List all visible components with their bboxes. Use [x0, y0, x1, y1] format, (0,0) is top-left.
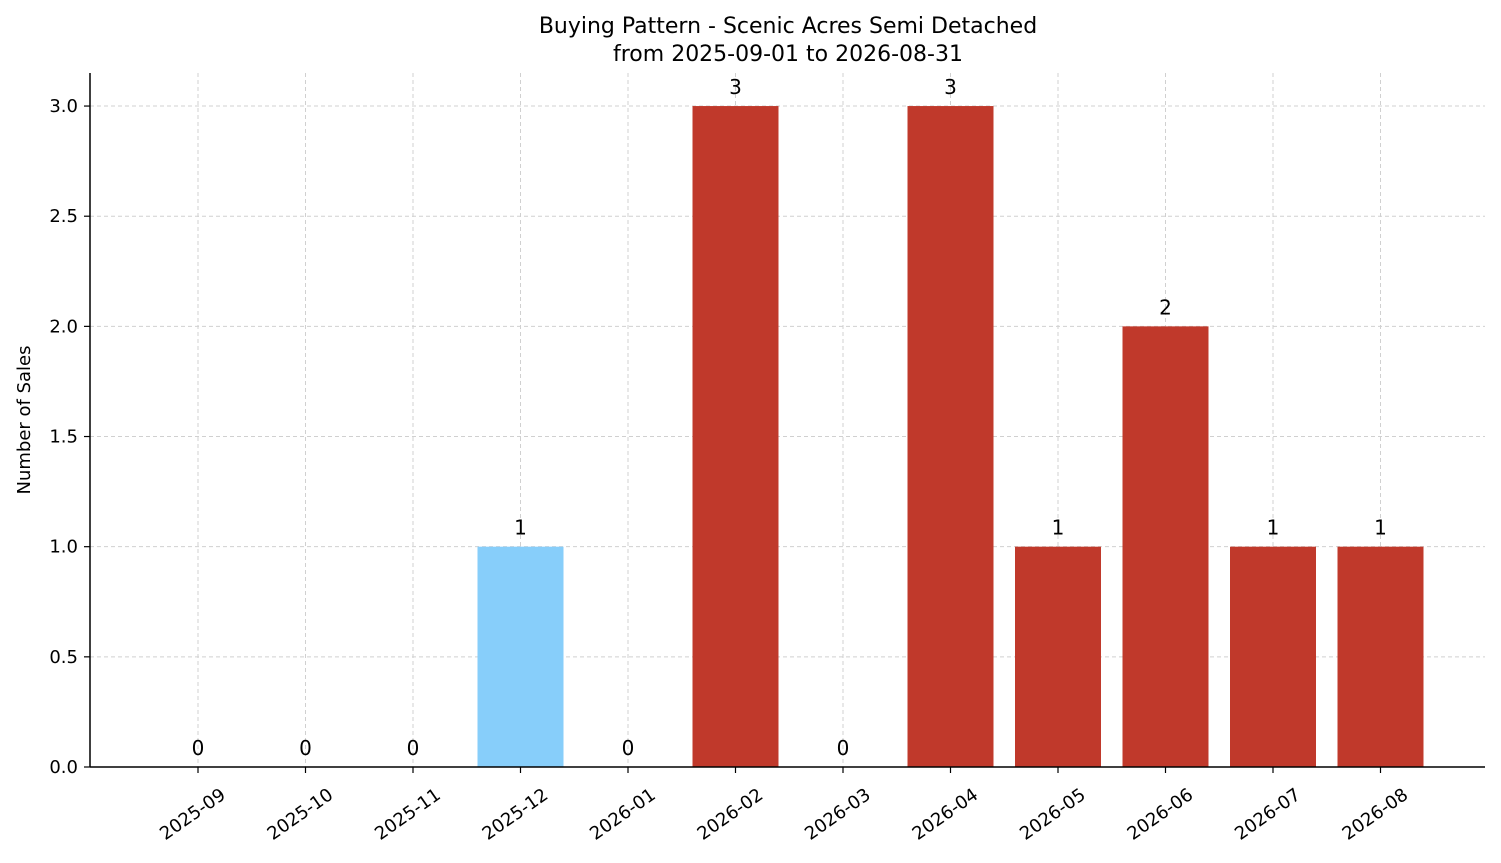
data-label-2026-01: 0	[622, 736, 635, 760]
bars-layer	[477, 106, 1424, 768]
x-tick-label-2025-11: 2025-11	[371, 784, 445, 844]
bar-2026-04	[907, 106, 994, 768]
data-label-2026-06: 2	[1159, 295, 1172, 319]
bar-2026-07	[1230, 546, 1316, 767]
data-label-2025-10: 0	[299, 736, 312, 760]
bar-2026-06	[1122, 326, 1209, 767]
x-tick-label-2026-02: 2026-02	[694, 784, 768, 844]
y-tick-label: 3.0	[49, 96, 78, 117]
x-tick-label-2025-10: 2025-10	[264, 784, 338, 844]
data-label-2026-02: 3	[729, 75, 742, 99]
data-label-2025-12: 1	[514, 516, 527, 540]
y-tick-label: 1.0	[49, 537, 78, 558]
data-label-2025-09: 0	[192, 736, 205, 760]
data-label-2026-03: 0	[837, 736, 850, 760]
x-tick-label-2026-01: 2026-01	[586, 784, 660, 844]
data-label-2026-04: 3	[944, 75, 957, 99]
x-tick-label-2025-12: 2025-12	[479, 784, 553, 844]
data-label-2025-11: 0	[407, 736, 420, 760]
axes-layer	[84, 73, 1485, 773]
bar-2026-05	[1015, 546, 1101, 767]
x-tick-label-2026-06: 2026-06	[1124, 784, 1198, 844]
x-tick-label-2026-04: 2026-04	[909, 784, 983, 844]
chart-title: Buying Pattern - Scenic Acres Semi Detac…	[539, 14, 1037, 39]
chart-subtitle: from 2025-09-01 to 2026-08-31	[613, 42, 963, 67]
y-axis-label: Number of Sales	[14, 345, 35, 494]
bar-2026-02	[692, 106, 779, 768]
y-tick-label: 2.0	[49, 316, 78, 337]
y-tick-label: 1.5	[49, 427, 78, 448]
data-label-2026-07: 1	[1267, 516, 1280, 540]
x-tick-label-2026-05: 2026-05	[1016, 784, 1090, 844]
data-label-2026-08: 1	[1374, 516, 1387, 540]
x-tick-label-2026-08: 2026-08	[1339, 784, 1413, 844]
bar-2026-08	[1337, 546, 1424, 767]
x-tick-label-2026-07: 2026-07	[1231, 784, 1305, 844]
y-tick-label: 0.5	[49, 647, 78, 668]
data-label-2026-05: 1	[1052, 516, 1065, 540]
x-tick-label-2026-03: 2026-03	[801, 784, 875, 844]
y-tick-label: 2.5	[49, 206, 78, 227]
x-tick-label-2025-09: 2025-09	[156, 784, 230, 844]
bar-2025-12	[477, 546, 564, 767]
y-tick-label: 0.0	[49, 757, 78, 778]
